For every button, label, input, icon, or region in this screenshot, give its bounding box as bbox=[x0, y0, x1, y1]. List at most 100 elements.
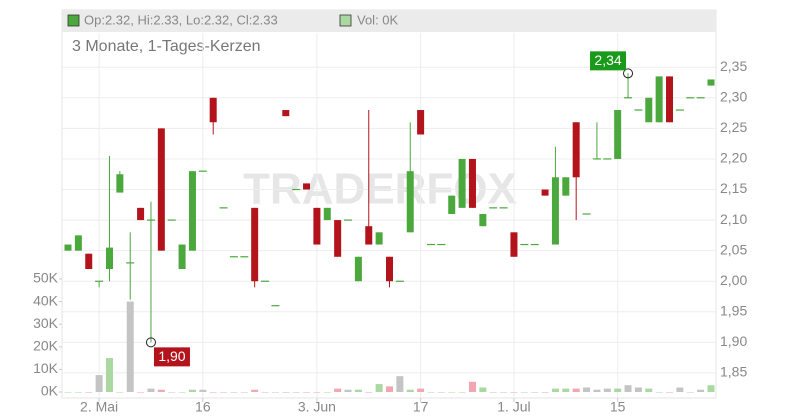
candle-body bbox=[614, 110, 622, 159]
candle-body bbox=[541, 189, 549, 196]
candle-body bbox=[406, 171, 414, 233]
volume-bar bbox=[603, 388, 611, 393]
extreme-marker bbox=[145, 337, 156, 348]
volume-bar bbox=[645, 388, 653, 393]
volume-bar bbox=[365, 392, 373, 393]
x-tick-label: 3. Jun bbox=[298, 399, 336, 415]
volume-bar bbox=[634, 387, 642, 393]
volume-bar bbox=[417, 388, 425, 393]
candle-body bbox=[551, 177, 559, 245]
y-tick-label: 1,95 bbox=[720, 302, 747, 318]
volume-bar bbox=[707, 385, 715, 393]
volume-bar bbox=[74, 392, 82, 393]
volume-bar bbox=[116, 392, 124, 393]
candle-body bbox=[354, 256, 362, 282]
candle-body bbox=[323, 207, 331, 221]
annotation-box bbox=[590, 51, 627, 71]
volume-swatch bbox=[339, 14, 352, 27]
volume-bar bbox=[531, 392, 539, 393]
volume-bar bbox=[230, 392, 238, 393]
volume-bar bbox=[323, 392, 331, 393]
candle-body bbox=[458, 158, 466, 208]
x-tick-label: 16 bbox=[195, 399, 211, 415]
volume-bar bbox=[562, 388, 570, 393]
volume-bar bbox=[334, 388, 342, 393]
candle-body bbox=[386, 256, 393, 282]
volume-bar bbox=[178, 392, 186, 393]
y-tick-label: 2,05 bbox=[720, 241, 747, 257]
volume-bar bbox=[375, 384, 383, 393]
candle-body bbox=[85, 253, 93, 269]
candle-body bbox=[209, 97, 217, 123]
annotation-box bbox=[153, 347, 190, 367]
volume-bar bbox=[313, 392, 321, 393]
candle-body bbox=[334, 220, 342, 257]
volume-bar bbox=[157, 389, 165, 393]
volume-bar bbox=[386, 386, 393, 393]
candle-body bbox=[74, 235, 82, 251]
volume-bar bbox=[572, 388, 580, 393]
volume-bar bbox=[624, 385, 632, 393]
volume-bar bbox=[220, 392, 228, 393]
y-tick-label: 2,00 bbox=[720, 272, 747, 288]
candle-body bbox=[666, 76, 674, 123]
candle-body bbox=[303, 183, 311, 190]
y-tick-label: 2,35 bbox=[720, 58, 747, 74]
volume-bar bbox=[240, 392, 248, 393]
x-tick-label: 2. Mai bbox=[80, 399, 118, 415]
legend-swatch bbox=[67, 14, 80, 27]
volume-bar bbox=[458, 392, 466, 393]
volume-bar bbox=[448, 392, 456, 393]
y-tick-label: 2,20 bbox=[720, 150, 747, 166]
volume-bar bbox=[85, 392, 93, 393]
volume-bar bbox=[593, 389, 601, 393]
volume-bar bbox=[520, 392, 528, 393]
volume-bar bbox=[199, 389, 207, 393]
candle-body bbox=[282, 110, 290, 117]
candle-body bbox=[365, 226, 373, 245]
candle-body bbox=[645, 97, 653, 123]
y-tick-label: 1,85 bbox=[720, 364, 747, 380]
volume-bar bbox=[354, 389, 362, 393]
candle-body bbox=[655, 76, 663, 123]
candle-body bbox=[137, 207, 145, 221]
volume-bar bbox=[676, 387, 684, 393]
volume-bar bbox=[209, 392, 217, 393]
volume-bar bbox=[282, 392, 290, 393]
volume-bar bbox=[64, 392, 72, 393]
candle-body bbox=[375, 232, 383, 245]
candle-body bbox=[468, 158, 476, 208]
candle-body bbox=[448, 195, 456, 214]
volume-bar bbox=[510, 392, 518, 393]
y-tick-label: 2,15 bbox=[720, 180, 747, 196]
annotation-label: 1,90 bbox=[158, 348, 185, 364]
volume-bar bbox=[541, 392, 549, 393]
volume-bar bbox=[427, 392, 435, 393]
y-tick-label: 2,30 bbox=[720, 89, 747, 105]
volume-bar bbox=[137, 392, 145, 393]
volume-bar bbox=[251, 389, 259, 393]
volume-bar bbox=[168, 392, 176, 393]
volume-bar bbox=[697, 389, 705, 393]
candle-body bbox=[417, 110, 425, 135]
y-tick-label: 2,10 bbox=[720, 211, 747, 227]
volume-bar bbox=[468, 381, 476, 393]
volume-readout: Vol: 0K bbox=[357, 12, 399, 27]
volume-bar bbox=[396, 376, 404, 393]
candle-body bbox=[105, 247, 113, 269]
candle-body bbox=[313, 207, 321, 245]
y-tick-label: 1,90 bbox=[720, 333, 747, 349]
volume-bar bbox=[489, 392, 497, 393]
candle-body bbox=[562, 177, 570, 196]
volume-bar bbox=[666, 392, 674, 393]
volume-bar bbox=[655, 392, 663, 393]
ohlc-readout: Op:2.32, Hi:2.33, Lo:2.32, Cl:2.33 bbox=[84, 12, 278, 27]
volume-bar bbox=[583, 387, 591, 393]
volume-bar bbox=[261, 392, 269, 393]
candle-body bbox=[157, 128, 165, 251]
volume-bar bbox=[126, 301, 134, 393]
volume-bar bbox=[344, 389, 352, 393]
candle-body bbox=[572, 122, 580, 178]
volume-bar bbox=[105, 358, 113, 393]
candle-body bbox=[251, 207, 259, 282]
